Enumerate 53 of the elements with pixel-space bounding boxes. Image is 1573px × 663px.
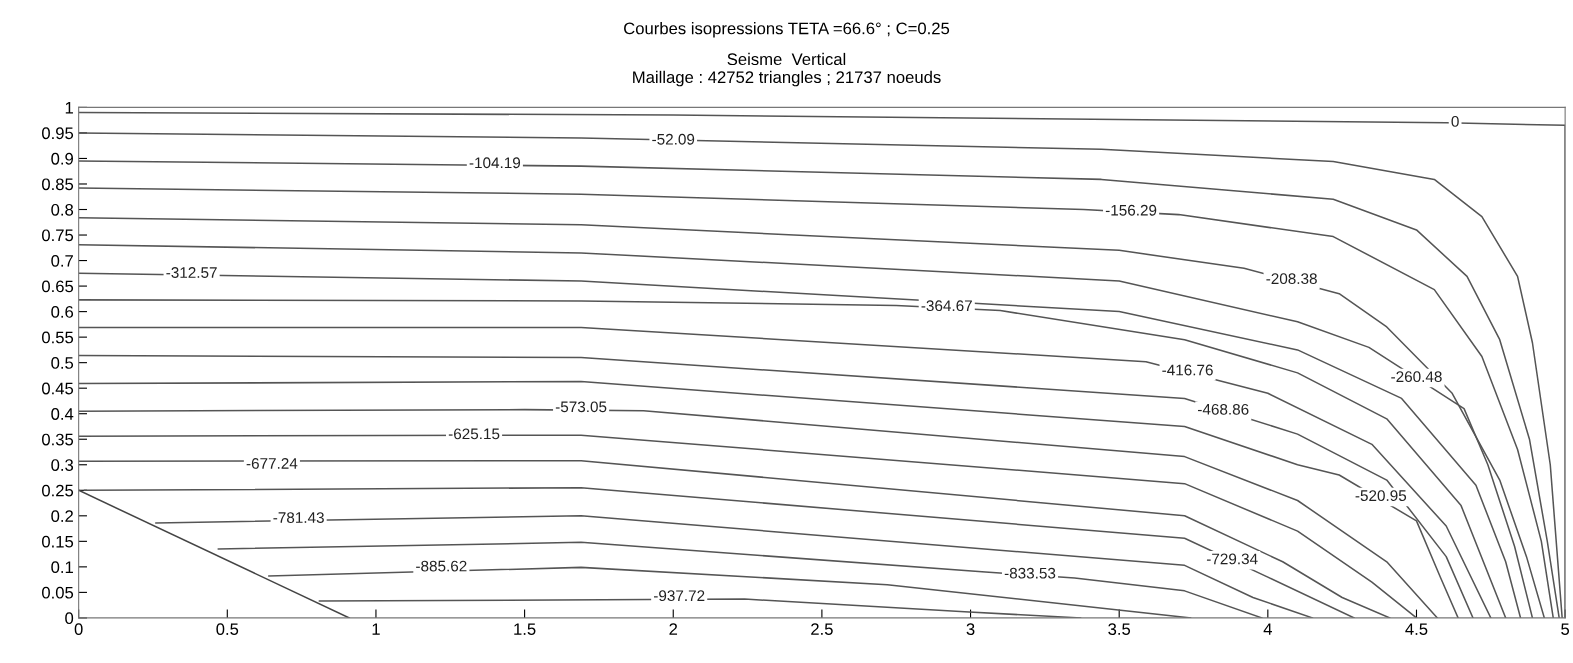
y-tick-label: 0.9: [51, 152, 73, 165]
y-tick-label: 0.4: [51, 408, 74, 420]
y-tick-label: 0.55: [42, 331, 74, 344]
x-tick-label: 1.5: [514, 623, 536, 636]
annotation: -781.43: [273, 512, 324, 523]
x-tick-label: 3.5: [1108, 623, 1131, 636]
y-tick-label: 0.05: [42, 586, 74, 599]
annotation: -104.19: [469, 157, 521, 169]
x-tick-label: 3: [966, 623, 975, 636]
x-tick-label: 1: [372, 623, 380, 635]
x-tick-label: 0: [74, 623, 83, 636]
annotation: -416.76: [1162, 364, 1213, 376]
annotation: -625.15: [448, 428, 500, 440]
annotation: -468.86: [1198, 403, 1249, 415]
y-tick-label: 0: [65, 612, 74, 625]
annotation: -729.34: [1206, 553, 1258, 565]
x-tick-label: 2.5: [811, 623, 833, 636]
y-tick-label: 0.35: [42, 433, 74, 446]
annotation: -937.72: [653, 590, 705, 602]
annotation: 0: [1451, 116, 1459, 127]
annotation: -364.67: [921, 300, 972, 312]
annotation: -573.05: [555, 401, 607, 413]
annotation: -156.29: [1105, 204, 1157, 216]
y-tick-label: 0.3: [51, 459, 74, 471]
y-tick-label: 0.85: [42, 178, 74, 191]
annotation: -312.57: [166, 267, 217, 278]
x-tick-label: 5: [1561, 623, 1570, 636]
x-tick-label: 4.5: [1405, 623, 1428, 636]
y-tick-label: 0.75: [42, 229, 74, 242]
x-tick-label: 0.5: [216, 623, 239, 636]
y-tick-label: 1: [65, 101, 73, 114]
y-tick-label: 0.2: [51, 510, 73, 523]
chart-title: Courbes isopressions TETA =66.6° ; C=0.25: [624, 22, 950, 38]
x-tick-label: 4: [1263, 623, 1272, 635]
y-tick-label: 0.5: [51, 357, 74, 369]
annotation: -833.53: [1004, 567, 1056, 579]
y-tick-label: 0.1: [51, 561, 73, 574]
annotation: -52.09: [652, 133, 695, 145]
y-tick-label: 0.45: [42, 382, 74, 395]
annotation: -677.24: [246, 458, 298, 469]
annotation: -520.95: [1355, 490, 1407, 502]
y-tick-label: 0.6: [51, 306, 74, 318]
x-tick-label: 2: [669, 623, 678, 635]
y-tick-label: 0.65: [42, 280, 74, 293]
y-tick-label: 0.8: [51, 203, 74, 216]
annotation: -885.62: [416, 560, 467, 572]
y-tick-label: 0.95: [42, 127, 74, 140]
annotation: -260.48: [1391, 371, 1442, 383]
y-tick-label: 0.25: [42, 484, 74, 497]
chart-subtitle: Seisme Vertical Maillage : 42752 triangles ; 21737 noeuds: [633, 52, 941, 87]
y-tick-label: 0.7: [51, 254, 73, 267]
annotation: -208.38: [1266, 273, 1317, 285]
y-tick-label: 0.15: [42, 535, 74, 548]
